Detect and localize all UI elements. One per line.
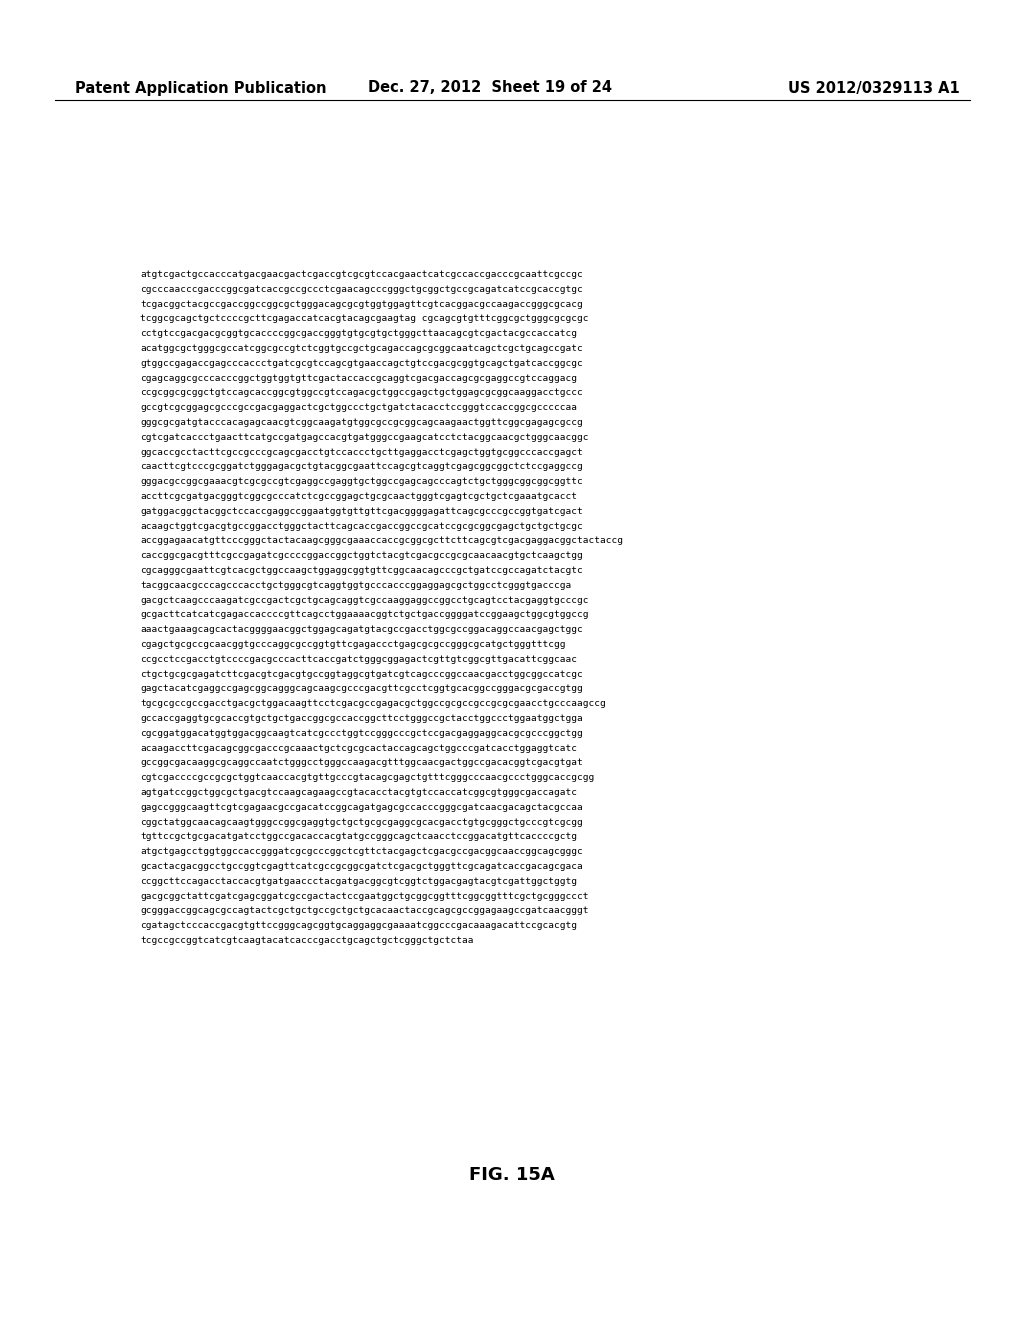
Text: atgctgagcctggtggccaccgggatcgcgcccggctcgttctacgagctcgacgccgacggcaaccggcagcgggc: atgctgagcctggtggccaccgggatcgcgcccggctcgt… xyxy=(140,847,583,857)
Text: gggacgccggcgaaacgtcgcgccgtcgaggccgaggtgctggccgagcagcccagtctgctgggcggcggcggttc: gggacgccggcgaaacgtcgcgccgtcgaggccgaggtgc… xyxy=(140,478,583,486)
Text: ccgcctccgacctgtccccgacgcccacttcaccgatctgggcggagactcgttgtcggcgttgacattcggcaac: ccgcctccgacctgtccccgacgcccacttcaccgatctg… xyxy=(140,655,577,664)
Text: cgagcaggcgcccacccggctggtggtgttcgactaccaccgcaggtcgacgaccagcgcgaggccgtccaggacg: cgagcaggcgcccacccggctggtggtgttcgactaccac… xyxy=(140,374,577,383)
Text: ccggcttccagacctaccacgtgatgaaccctacgatgacggcgtcggtctggacgagtacgtcgattggctggtg: ccggcttccagacctaccacgtgatgaaccctacgatgac… xyxy=(140,876,577,886)
Text: tacggcaacgcccagcccacctgctgggcgtcaggtggtgcccacccggaggagcgctggcctcgggtgacccga: tacggcaacgcccagcccacctgctgggcgtcaggtggtg… xyxy=(140,581,571,590)
Text: gcactacgacggcctgccggtcgagttcatcgccgcggcgatctcgacgctgggttcgcagatcaccgacagcgaca: gcactacgacggcctgccggtcgagttcatcgccgcggcg… xyxy=(140,862,583,871)
Text: FIG. 15A: FIG. 15A xyxy=(469,1166,555,1184)
Text: Dec. 27, 2012  Sheet 19 of 24: Dec. 27, 2012 Sheet 19 of 24 xyxy=(368,81,612,95)
Text: caccggcgacgtttcgccgagatcgccccggaccggctggtctacgtcgacgccgcgcaacaacgtgctcaagctgg: caccggcgacgtttcgccgagatcgccccggaccggctgg… xyxy=(140,552,583,560)
Text: caacttcgtcccgcggatctgggagacgctgtacggcgaattccagcgtcaggtcgagcggcggctctccgaggccg: caacttcgtcccgcggatctgggagacgctgtacggcgaa… xyxy=(140,462,583,471)
Text: tgcgcgccgccgacctgacgctggacaagttcctcgacgccgagacgctggccgcgccgccgcgcgaacctgcccaagcc: tgcgcgccgccgacctgacgctggacaagttcctcgacgc… xyxy=(140,700,606,709)
Text: gccggcgacaaggcgcaggccaatctgggcctgggccaagacgtttggcaacgactggccgacacggtcgacgtgat: gccggcgacaaggcgcaggccaatctgggcctgggccaag… xyxy=(140,759,583,767)
Text: cctgtccgacgacgcggtgcaccccggcgaccgggtgtgcgtgctgggcttaacagcgtcgactacgccaccatcg: cctgtccgacgacgcggtgcaccccggcgaccgggtgtgc… xyxy=(140,329,577,338)
Text: atgtcgactgccacccatgacgaacgactcgaccgtcgcgtccacgaactcatcgccaccgacccgcaattcgccgc: atgtcgactgccacccatgacgaacgactcgaccgtcgcg… xyxy=(140,271,583,279)
Text: cggctatggcaacagcaagtgggccggcgaggtgctgctgcgcgaggcgcacgacctgtgcgggctgcccgtcgcgg: cggctatggcaacagcaagtgggccggcgaggtgctgctg… xyxy=(140,817,583,826)
Text: aaactgaaagcagcactacggggaacggctggagcagatgtacgccgacctggcgccggacaggccaacgagctggc: aaactgaaagcagcactacggggaacggctggagcagatg… xyxy=(140,626,583,634)
Text: tcggcgcagctgctccccgcttcgagaccatcacgtacagcgaagtag cgcagcgtgtttcggcgctgggcgcgcgc: tcggcgcagctgctccccgcttcgagaccatcacgtacag… xyxy=(140,314,589,323)
Text: gagccgggcaagttcgtcgagaacgccgacatccggcagatgagcgccacccgggcgatcaacgacagctacgccaa: gagccgggcaagttcgtcgagaacgccgacatccggcaga… xyxy=(140,803,583,812)
Text: gccaccgaggtgcgcaccgtgctgctgaccggcgccaccggcttcctgggccgctacctggccctggaatggctgga: gccaccgaggtgcgcaccgtgctgctgaccggcgccaccg… xyxy=(140,714,583,723)
Text: acaagctggtcgacgtgccggacctgggctacttcagcaccgaccggccgcatccgcgcggcgagctgctgctgcgc: acaagctggtcgacgtgccggacctgggctacttcagcac… xyxy=(140,521,583,531)
Text: accggagaacatgttcccgggctactacaagcgggcgaaaccaccgcggcgcttcttcagcgtcgacgaggacggctact: accggagaacatgttcccgggctactacaagcgggcgaaa… xyxy=(140,536,623,545)
Text: cgtcgatcaccctgaacttcatgccgatgagccacgtgatgggccgaagcatcctctacggcaacgctgggcaacggc: cgtcgatcaccctgaacttcatgccgatgagccacgtgat… xyxy=(140,433,589,442)
Text: cgagctgcgccgcaacggtgcccaggcgccggtgttcgagaccctgagcgcgccgggcgcatgctgggtttcgg: cgagctgcgccgcaacggtgcccaggcgccggtgttcgag… xyxy=(140,640,565,649)
Text: cgatagctcccaccgacgtgttccgggcagcggtgcaggaggcgaaaatcggcccgacaaagacattccgcacgtg: cgatagctcccaccgacgtgttccgggcagcggtgcagga… xyxy=(140,921,577,931)
Text: gacgctcaagcccaagatcgccgactcgctgcagcaggtcgccaaggaggccggcctgcagtcctacgaggtgcccgc: gacgctcaagcccaagatcgccgactcgctgcagcaggtc… xyxy=(140,595,589,605)
Text: US 2012/0329113 A1: US 2012/0329113 A1 xyxy=(788,81,961,95)
Text: cgcggatggacatggtggacggcaagtcatcgccctggtccgggcccgctccgacgaggaggcacgcgcccggctgg: cgcggatggacatggtggacggcaagtcatcgccctggtc… xyxy=(140,729,583,738)
Text: cgtcgaccccgccgcgctggtcaaccacgtgttgcccgtacagcgagctgtttcgggcccaacgccctgggcaccgcgg: cgtcgaccccgccgcgctggtcaaccacgtgttgcccgta… xyxy=(140,774,594,783)
Text: gagctacatcgaggccgagcggcagggcagcaagcgcccgacgttcgcctcggtgcacggccgggacgcgaccgtgg: gagctacatcgaggccgagcggcagggcagcaagcgcccg… xyxy=(140,684,583,693)
Text: gcgacttcatcatcgagaccaccccgttcagcctggaaaacggtctgctgaccggggatccggaagctggcgtggccg: gcgacttcatcatcgagaccaccccgttcagcctggaaaa… xyxy=(140,610,589,619)
Text: ggcaccgcctacttcgccgcccgcagcgacctgtccaccctgcttgaggacctcgagctggtgcggcccaccgagct: ggcaccgcctacttcgccgcccgcagcgacctgtccaccc… xyxy=(140,447,583,457)
Text: acatggcgctgggcgccatcggcgccgtctcggtgccgctgcagaccagcgcggcaatcagctcgctgcagccgatc: acatggcgctgggcgccatcggcgccgtctcggtgccgct… xyxy=(140,345,583,352)
Text: acaagaccttcgacagcggcgacccgcaaactgctcgcgcactaccagcagctggcccgatcacctggaggtcatc: acaagaccttcgacagcggcgacccgcaaactgctcgcgc… xyxy=(140,743,577,752)
Text: tcgccgccggtcatcgtcaagtacatcacccgacctgcagctgctcgggctgctctaa: tcgccgccggtcatcgtcaagtacatcacccgacctgcag… xyxy=(140,936,473,945)
Text: gcgggaccggcagcgccagtactcgctgctgccgctgctgcacaactaccgcagcgccggagaagccgatcaacgggt: gcgggaccggcagcgccagtactcgctgctgccgctgctg… xyxy=(140,907,589,915)
Text: gggcgcgatgtacccacagagcaacgtcggcaagatgtggcgccgcggcagcaagaactggttcggcgagagcgccg: gggcgcgatgtacccacagagcaacgtcggcaagatgtgg… xyxy=(140,418,583,426)
Text: gatggacggctacggctccaccgaggccggaatggtgttgttcgacggggagattcagcgcccgccggtgatcgact: gatggacggctacggctccaccgaggccggaatggtgttg… xyxy=(140,507,583,516)
Text: cgcagggcgaattcgtcacgctggccaagctggaggcggtgttcggcaacagcccgctgatccgccagatctacgtc: cgcagggcgaattcgtcacgctggccaagctggaggcggt… xyxy=(140,566,583,576)
Text: gtggccgagaccgagcccaccctgatcgcgtccagcgtgaaccagctgtccgacgcggtgcagctgatcaccggcgc: gtggccgagaccgagcccaccctgatcgcgtccagcgtga… xyxy=(140,359,583,368)
Text: cgcccaacccgacccggcgatcaccgccgccctcgaacagcccgggctgcggctgccgcagatcatccgcaccgtgc: cgcccaacccgacccggcgatcaccgccgccctcgaacag… xyxy=(140,285,583,294)
Text: accttcgcgatgacgggtcggcgcccatctcgccggagctgcgcaactgggtcgagtcgctgctcgaaatgcacct: accttcgcgatgacgggtcggcgcccatctcgccggagct… xyxy=(140,492,577,502)
Text: agtgatccggctggcgctgacgtccaagcagaagccgtacacctacgtgtccaccatcggcgtgggcgaccagatc: agtgatccggctggcgctgacgtccaagcagaagccgtac… xyxy=(140,788,577,797)
Text: gccgtcgcggagcgcccgccgacgaggactcgctggccctgctgatctacacctccgggtccaccggcgcccccaa: gccgtcgcggagcgcccgccgacgaggactcgctggccct… xyxy=(140,403,577,412)
Text: ccgcggcgcggctgtccagcaccggcgtggccgtccagacgctggccgagctgctggagcgcggcaaggacctgccc: ccgcggcgcggctgtccagcaccggcgtggccgtccagac… xyxy=(140,388,583,397)
Text: tcgacggctacgccgaccggccggcgctgggacagcgcgtggtggagttcgtcacggacgccaagaccgggcgcacg: tcgacggctacgccgaccggccggcgctgggacagcgcgt… xyxy=(140,300,583,309)
Text: ctgctgcgcgagatcttcgacgtcgacgtgccggtaggcgtgatcgtcagcccggccaacgacctggcggccatcgc: ctgctgcgcgagatcttcgacgtcgacgtgccggtaggcg… xyxy=(140,669,583,678)
Text: gacgcggctattcgatcgagcggatcgccgactactccgaatggctgcggcggtttcggcggtttcgctgcgggccct: gacgcggctattcgatcgagcggatcgccgactactccga… xyxy=(140,891,589,900)
Text: tgttccgctgcgacatgatcctggccgacaccacgtatgccgggcagctcaacctccggacatgttcaccccgctg: tgttccgctgcgacatgatcctggccgacaccacgtatgc… xyxy=(140,833,577,841)
Text: Patent Application Publication: Patent Application Publication xyxy=(75,81,327,95)
